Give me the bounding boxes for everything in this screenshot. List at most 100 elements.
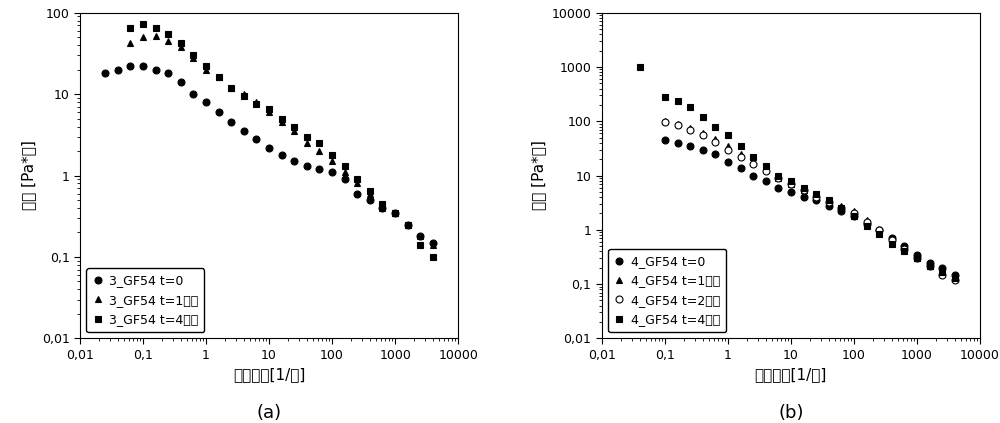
4_GF54 t=4小时: [848, 214, 860, 219]
4_GF54 t=2小时: [697, 133, 709, 138]
4_GF54 t=1小时: [798, 187, 810, 192]
4_GF54 t=0: [873, 227, 885, 232]
3_GF54 t=0: [326, 170, 338, 175]
4_GF54 t=1小时: [722, 143, 734, 148]
3_GF54 t=4小时: [427, 255, 439, 260]
3_GF54 t=4小时: [137, 22, 149, 27]
4_GF54 t=2小时: [911, 255, 923, 261]
4_GF54 t=2小时: [722, 147, 734, 152]
3_GF54 t=0: [124, 64, 136, 69]
4_GF54 t=1小时: [697, 131, 709, 136]
3_GF54 t=0: [364, 198, 376, 203]
4_GF54 t=2小时: [873, 227, 885, 232]
4_GF54 t=2小时: [798, 187, 810, 192]
4_GF54 t=4小时: [709, 124, 721, 129]
4_GF54 t=0: [823, 203, 835, 208]
3_GF54 t=0: [162, 71, 174, 76]
4_GF54 t=2小时: [684, 128, 696, 133]
3_GF54 t=0: [99, 71, 111, 76]
3_GF54 t=4小时: [150, 25, 162, 30]
Text: (a): (a): [257, 404, 282, 422]
4_GF54 t=2小时: [949, 277, 961, 283]
3_GF54 t=1小时: [276, 120, 288, 125]
4_GF54 t=4小时: [873, 231, 885, 236]
3_GF54 t=1小时: [137, 35, 149, 40]
4_GF54 t=2小时: [848, 211, 860, 216]
4_GF54 t=1小时: [735, 151, 747, 157]
4_GF54 t=0: [747, 173, 759, 178]
4_GF54 t=0: [898, 244, 910, 249]
4_GF54 t=1小时: [924, 263, 936, 268]
4_GF54 t=1小时: [810, 192, 822, 197]
Line: 4_GF54 t=1小时: 4_GF54 t=1小时: [661, 118, 958, 281]
3_GF54 t=0: [263, 145, 275, 150]
Legend: 4_GF54 t=0, 4_GF54 t=1小时, 4_GF54 t=2小时, 4_GF54 t=4小时: 4_GF54 t=0, 4_GF54 t=1小时, 4_GF54 t=2小时, …: [608, 249, 726, 332]
3_GF54 t=0: [313, 167, 325, 172]
3_GF54 t=1小时: [187, 55, 199, 60]
3_GF54 t=0: [200, 99, 212, 104]
4_GF54 t=4小时: [722, 133, 734, 138]
Line: 3_GF54 t=4小时: 3_GF54 t=4小时: [127, 21, 437, 261]
3_GF54 t=0: [150, 67, 162, 72]
3_GF54 t=1小时: [339, 170, 351, 175]
4_GF54 t=0: [709, 151, 721, 157]
3_GF54 t=4小时: [175, 41, 187, 46]
3_GF54 t=4小时: [213, 75, 225, 80]
3_GF54 t=1小时: [200, 67, 212, 72]
4_GF54 t=0: [735, 165, 747, 170]
4_GF54 t=4小时: [684, 105, 696, 110]
3_GF54 t=0: [213, 110, 225, 115]
3_GF54 t=4小时: [389, 210, 401, 215]
3_GF54 t=1小时: [376, 206, 388, 211]
3_GF54 t=1小时: [175, 44, 187, 49]
4_GF54 t=1小时: [785, 181, 797, 187]
4_GF54 t=0: [861, 221, 873, 226]
3_GF54 t=4小时: [250, 102, 262, 107]
3_GF54 t=0: [427, 240, 439, 245]
3_GF54 t=4小时: [351, 177, 363, 182]
4_GF54 t=4小时: [886, 242, 898, 247]
Line: 4_GF54 t=0: 4_GF54 t=0: [661, 137, 958, 278]
3_GF54 t=0: [339, 177, 351, 182]
4_GF54 t=0: [798, 195, 810, 200]
4_GF54 t=0: [949, 272, 961, 277]
4_GF54 t=2小时: [659, 120, 671, 125]
3_GF54 t=4小时: [301, 134, 313, 139]
4_GF54 t=1小时: [709, 136, 721, 141]
3_GF54 t=4小时: [162, 31, 174, 36]
3_GF54 t=0: [301, 164, 313, 169]
4_GF54 t=2小时: [735, 154, 747, 159]
4_GF54 t=2小时: [672, 123, 684, 128]
4_GF54 t=2小时: [709, 139, 721, 144]
Line: 3_GF54 t=0: 3_GF54 t=0: [102, 63, 437, 246]
4_GF54 t=4小时: [760, 163, 772, 168]
4_GF54 t=4小时: [898, 249, 910, 254]
4_GF54 t=2小时: [886, 237, 898, 242]
4_GF54 t=4小时: [810, 192, 822, 197]
4_GF54 t=4小时: [798, 185, 810, 190]
4_GF54 t=4小时: [659, 94, 671, 99]
4_GF54 t=0: [697, 147, 709, 152]
3_GF54 t=1小时: [225, 85, 237, 90]
3_GF54 t=1小时: [414, 233, 426, 239]
4_GF54 t=1小时: [835, 203, 847, 208]
4_GF54 t=1小时: [823, 198, 835, 203]
4_GF54 t=0: [924, 260, 936, 265]
3_GF54 t=0: [250, 137, 262, 142]
4_GF54 t=2小时: [810, 195, 822, 200]
4_GF54 t=2小时: [936, 272, 948, 277]
4_GF54 t=0: [835, 209, 847, 214]
3_GF54 t=4小时: [414, 242, 426, 247]
3_GF54 t=4小时: [263, 107, 275, 112]
4_GF54 t=4小时: [747, 154, 759, 159]
4_GF54 t=0: [911, 252, 923, 257]
4_GF54 t=0: [672, 140, 684, 146]
4_GF54 t=0: [659, 137, 671, 143]
4_GF54 t=4小时: [697, 115, 709, 120]
4_GF54 t=2小时: [747, 162, 759, 167]
4_GF54 t=4小时: [861, 223, 873, 228]
4_GF54 t=4小时: [785, 178, 797, 183]
4_GF54 t=1小时: [772, 176, 784, 181]
4_GF54 t=1小时: [861, 218, 873, 223]
4_GF54 t=1小时: [898, 246, 910, 251]
